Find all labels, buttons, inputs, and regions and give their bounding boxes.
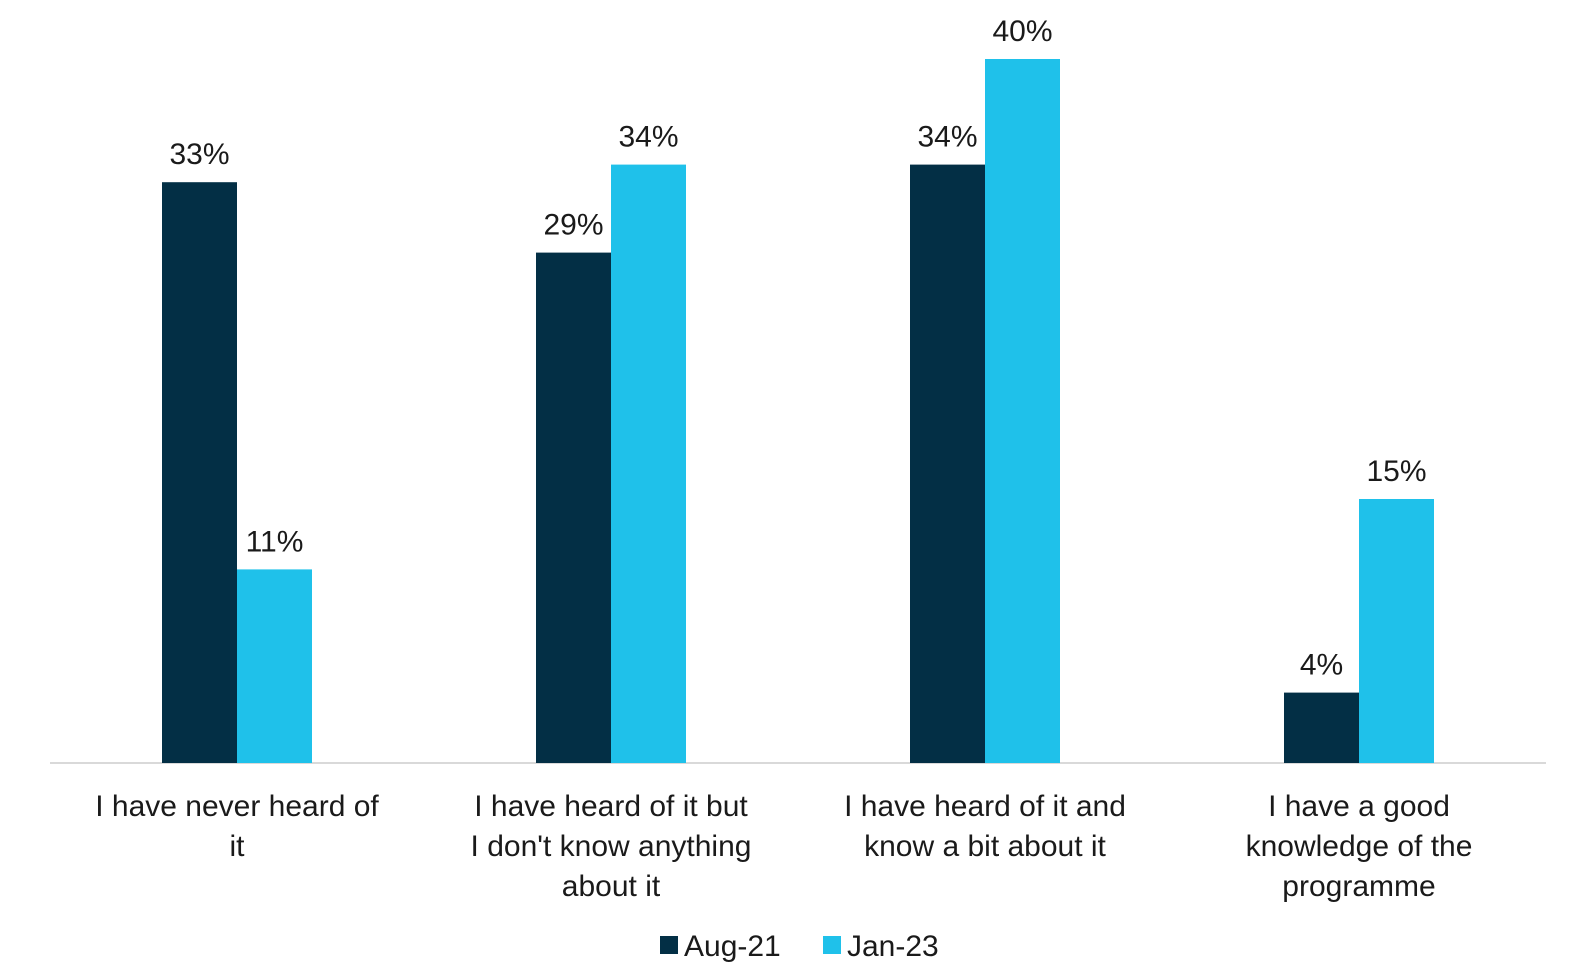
bar-labels-group: 33% 11% 29% 34% 34% 40% 4% 15%	[169, 15, 1426, 682]
data-label-jan-23-2: 40%	[992, 15, 1052, 48]
bar-jan-23-3	[1359, 499, 1434, 763]
bar-aug-21-2	[910, 164, 985, 764]
legend-swatch-jan-23	[823, 936, 841, 954]
bar-jan-23-0	[237, 569, 312, 763]
category-label-0: I have never heard of it	[95, 790, 379, 863]
data-label-aug-21-2: 34%	[917, 121, 977, 154]
data-label-aug-21-1: 29%	[543, 209, 603, 242]
data-label-aug-21-3: 4%	[1300, 649, 1343, 682]
legend: Aug-21 Jan-23	[660, 930, 939, 963]
bar-aug-21-0	[162, 182, 237, 763]
bar-jan-23-2	[985, 59, 1060, 763]
legend-label-aug-21: Aug-21	[684, 930, 781, 963]
legend-swatch-aug-21	[660, 936, 678, 954]
category-labels-group: I have never heard of it I have heard of i…	[95, 790, 1472, 903]
data-label-aug-21-0: 33%	[169, 138, 229, 171]
category-label-2: I have heard of it and know a bit about i…	[844, 790, 1126, 863]
category-label-1: I have heard of it but I don't know anyth…	[471, 790, 752, 903]
category-label-3: I have a good knowledge of the programme	[1246, 790, 1473, 903]
data-label-jan-23-1: 34%	[618, 121, 678, 154]
legend-label-jan-23: Jan-23	[847, 930, 939, 963]
bar-jan-23-1	[611, 164, 686, 764]
data-label-jan-23-0: 11%	[246, 525, 304, 558]
data-label-jan-23-3: 15%	[1366, 455, 1426, 488]
bars-group	[162, 59, 1434, 764]
bar-aug-21-1	[536, 252, 611, 763]
bar-aug-21-3	[1284, 692, 1359, 763]
